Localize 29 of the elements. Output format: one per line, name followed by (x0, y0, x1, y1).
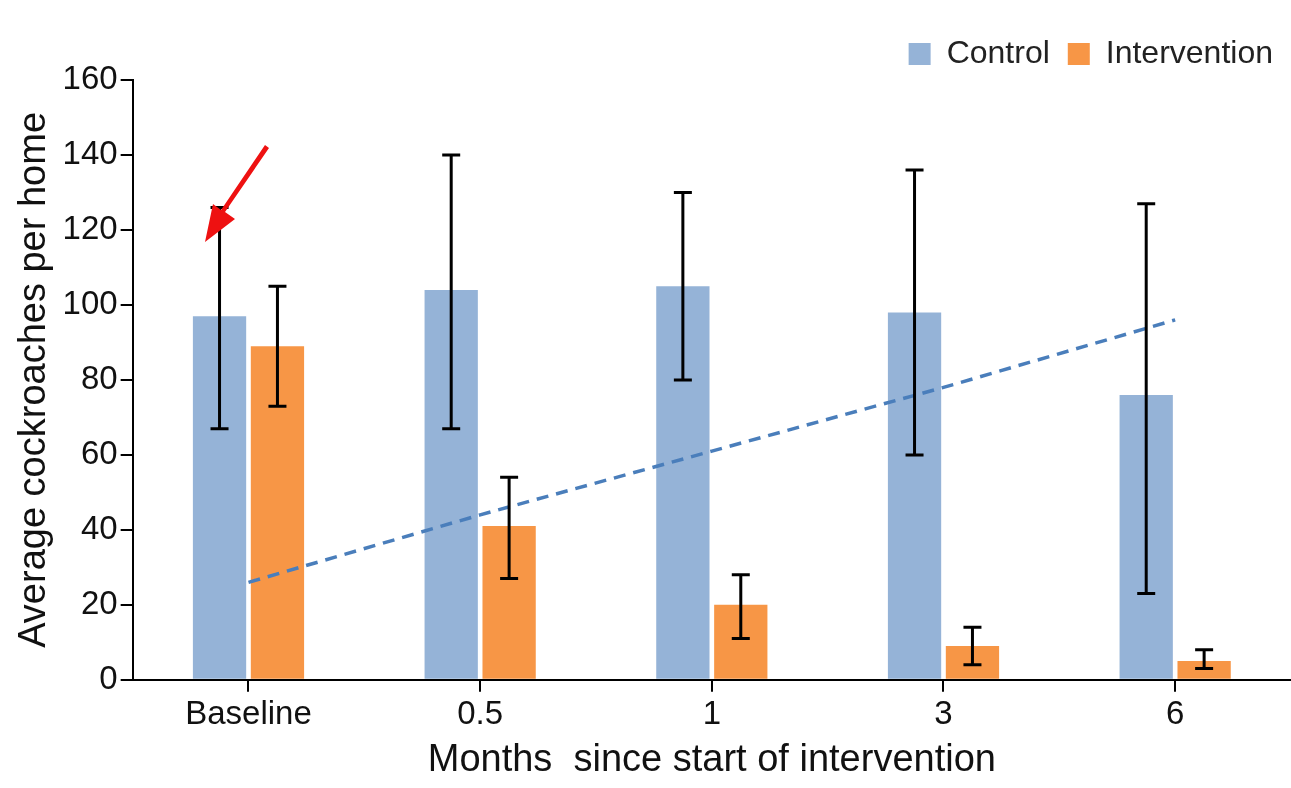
legend-label: Control (946, 33, 1050, 70)
y-tick-label: 0 (99, 658, 118, 696)
bar (714, 604, 768, 679)
bar (192, 316, 247, 679)
y-tick-label: 60 (80, 433, 118, 471)
legend-label: Intervention (1105, 33, 1273, 70)
bar (424, 289, 478, 679)
x-tick-label: 0.5 (457, 693, 504, 731)
bar (482, 526, 536, 679)
y-tick-label: 40 (80, 508, 118, 546)
x-tick-label: Baseline (185, 693, 312, 731)
bar (887, 312, 942, 679)
bar (1119, 394, 1173, 679)
bar (945, 646, 1000, 679)
y-tick-label: 100 (62, 284, 118, 322)
y-tick-label: 20 (80, 583, 118, 621)
x-tick-label: 6 (1165, 693, 1185, 731)
y-tick-label: 160 (62, 59, 118, 97)
x-axis-title: Months since start of intervention (427, 736, 996, 779)
x-tick-label: 3 (934, 693, 953, 731)
y-tick-label: 140 (62, 134, 118, 172)
y-tick-label: 120 (62, 209, 118, 247)
bar (250, 346, 305, 679)
y-tick-label: 80 (80, 358, 118, 396)
x-tick-label: 1 (702, 693, 722, 731)
bar (656, 286, 710, 679)
y-axis-title: Average cockroaches per home (11, 111, 54, 648)
line-series (246, 318, 1177, 585)
bar (1177, 661, 1231, 679)
